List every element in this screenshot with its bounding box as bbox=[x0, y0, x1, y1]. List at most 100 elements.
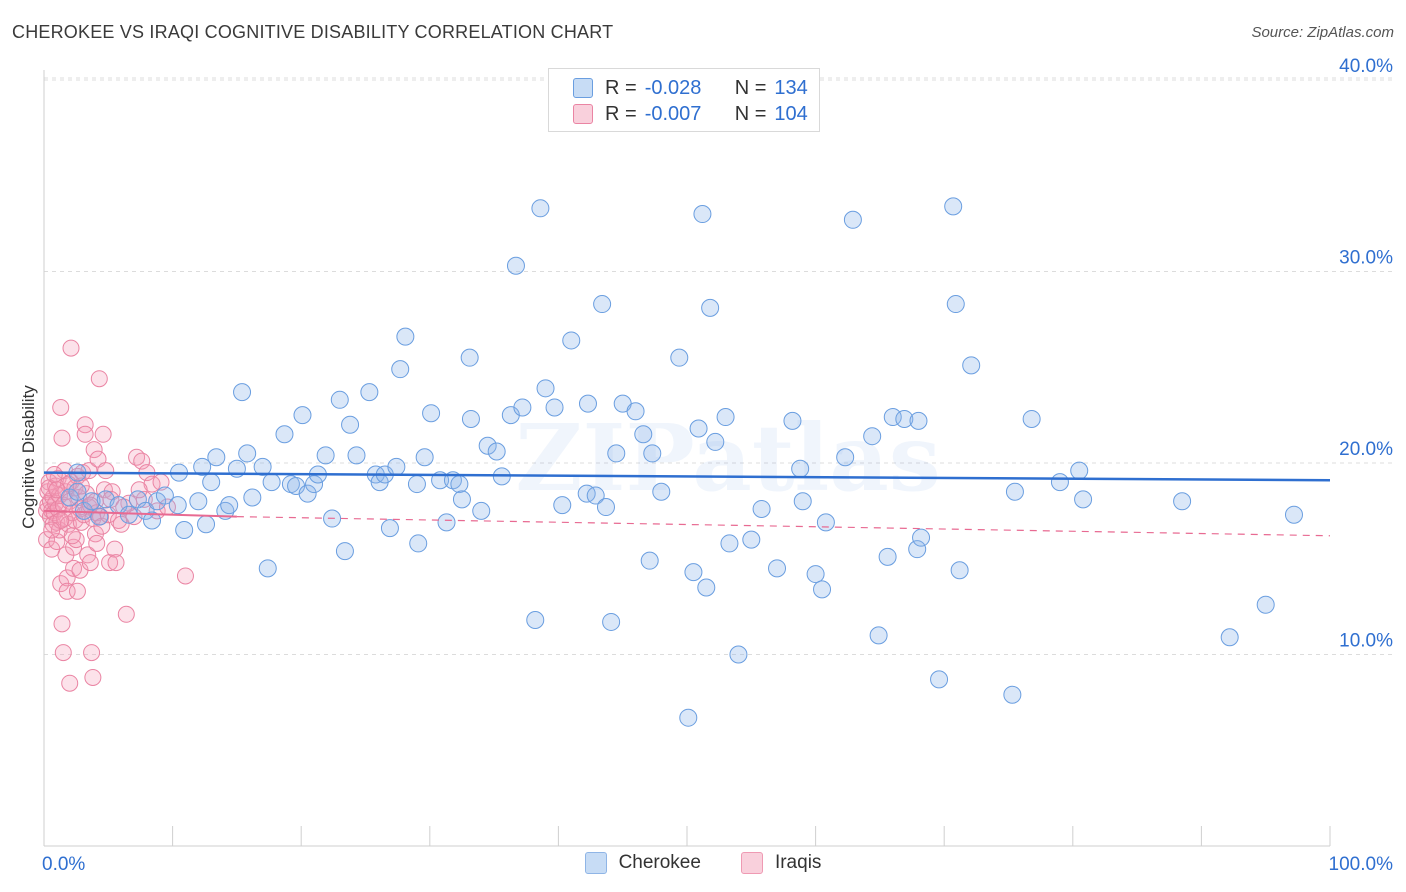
iraqi-point bbox=[58, 582, 76, 600]
y-tick-label: 40.0% bbox=[1339, 56, 1393, 77]
cherokee-point bbox=[253, 457, 272, 476]
cherokee-point bbox=[1003, 685, 1022, 704]
cherokee-point bbox=[531, 199, 550, 218]
cherokee-point bbox=[878, 547, 897, 566]
cherokee-legend-swatch bbox=[584, 852, 607, 874]
cherokee-point bbox=[908, 540, 927, 559]
iraqi-point bbox=[84, 668, 102, 686]
iraqi-point bbox=[130, 481, 148, 499]
cherokee-trend-line bbox=[43, 471, 1331, 482]
cherokee-point bbox=[407, 475, 426, 494]
iraqi-point bbox=[90, 370, 108, 388]
legend-item-iraqis[interactable]: Iraqis bbox=[740, 852, 822, 874]
cherokee-point bbox=[883, 408, 902, 427]
cherokee-point bbox=[813, 580, 832, 599]
iraqis-legend-swatch bbox=[740, 852, 763, 874]
iraqi-point bbox=[101, 554, 119, 572]
cherokee-point bbox=[586, 486, 605, 505]
cherokee-point bbox=[506, 256, 525, 275]
cherokee-point bbox=[238, 444, 257, 463]
cherokee-point bbox=[1074, 490, 1093, 509]
cherokee-point bbox=[460, 348, 479, 367]
r-value: -0.028 bbox=[644, 76, 702, 99]
cherokee-point bbox=[298, 484, 317, 503]
y-tick-label: 20.0% bbox=[1339, 439, 1393, 460]
iraqi-point bbox=[43, 521, 61, 539]
cherokee-series bbox=[60, 197, 1303, 727]
cherokee-point bbox=[652, 482, 671, 501]
cherokee-point bbox=[607, 444, 626, 463]
cherokee-point bbox=[836, 448, 855, 467]
source-label: Source: ZipAtlas.com bbox=[1251, 24, 1394, 41]
cherokee-point bbox=[293, 406, 312, 425]
cherokee-point bbox=[950, 561, 969, 580]
x-tick-label: 0.0% bbox=[42, 854, 85, 875]
cherokee-point bbox=[175, 521, 194, 540]
iraqi-point bbox=[88, 534, 106, 552]
y-axis-title: Cognitive Disability bbox=[19, 385, 38, 529]
watermark: ZIPatlas bbox=[515, 404, 940, 512]
cherokee-point bbox=[189, 492, 208, 511]
stats-legend: R = -0.028 N = 134 R = -0.007 N = 104 bbox=[548, 68, 820, 132]
iraqi-point bbox=[112, 515, 130, 533]
legend-item-cherokee[interactable]: Cherokee bbox=[584, 852, 701, 874]
cherokee-point bbox=[962, 356, 981, 375]
legend-row-cherokee: R = -0.028 N = 134 bbox=[573, 77, 808, 99]
cherokee-point bbox=[816, 513, 835, 532]
cherokee-point bbox=[793, 492, 812, 511]
cherokee-point bbox=[335, 542, 354, 561]
cherokee-point bbox=[791, 459, 810, 478]
cherokee-point bbox=[944, 197, 963, 216]
cherokee-point bbox=[643, 444, 662, 463]
cherokee-point bbox=[380, 519, 399, 538]
iraqi-point bbox=[58, 569, 76, 587]
iraqi-point bbox=[62, 339, 80, 357]
cherokee-point bbox=[1005, 482, 1024, 501]
cherokee-point bbox=[895, 409, 914, 428]
cherokee-point bbox=[701, 298, 720, 317]
iraqi-point bbox=[76, 425, 94, 443]
cherokee-point bbox=[409, 534, 428, 553]
iraqi-point bbox=[65, 559, 83, 577]
cherokee-point bbox=[768, 559, 787, 578]
cherokee-point bbox=[305, 475, 324, 494]
cherokee-point bbox=[806, 565, 825, 584]
cherokee-point bbox=[119, 505, 138, 524]
cherokee-point bbox=[155, 486, 174, 505]
cherokee-point bbox=[391, 360, 410, 379]
cherokee-point bbox=[783, 411, 802, 430]
x-tick-label: 100.0% bbox=[1329, 854, 1394, 875]
cherokee-point bbox=[693, 205, 712, 224]
cherokee-point bbox=[478, 436, 497, 455]
iraqi-point bbox=[135, 490, 153, 508]
cherokee-point bbox=[843, 210, 862, 229]
cherokee-point bbox=[670, 348, 689, 367]
y-tick-label: 30.0% bbox=[1339, 248, 1393, 269]
iraqi-point bbox=[176, 567, 194, 585]
cherokee-point bbox=[720, 534, 739, 553]
cherokee-point bbox=[461, 409, 480, 428]
r-label: R = bbox=[605, 76, 637, 99]
cherokee-point bbox=[258, 559, 277, 578]
iraqi-point bbox=[76, 416, 94, 434]
iraqis-swatch bbox=[573, 104, 593, 124]
cherokee-point bbox=[1022, 409, 1041, 428]
iraqi-point bbox=[63, 527, 81, 545]
cherokee-point bbox=[602, 612, 621, 631]
cherokee-point bbox=[316, 446, 335, 465]
cherokee-point bbox=[143, 511, 162, 530]
cherokee-point bbox=[716, 408, 735, 427]
cherokee-point bbox=[1220, 628, 1239, 647]
iraqi-point bbox=[48, 481, 66, 499]
n-value: 104 bbox=[774, 102, 808, 125]
cherokee-point bbox=[207, 448, 226, 467]
cherokee-point bbox=[634, 425, 653, 444]
legend-label-iraqis: Iraqis bbox=[774, 852, 822, 873]
cherokee-point bbox=[912, 528, 931, 547]
cherokee-point bbox=[640, 551, 659, 570]
cherokee-point bbox=[193, 457, 212, 476]
cherokee-point bbox=[1173, 492, 1192, 511]
cherokee-point bbox=[1256, 595, 1275, 614]
cherokee-point bbox=[220, 496, 239, 515]
cherokee-point bbox=[1070, 461, 1089, 480]
